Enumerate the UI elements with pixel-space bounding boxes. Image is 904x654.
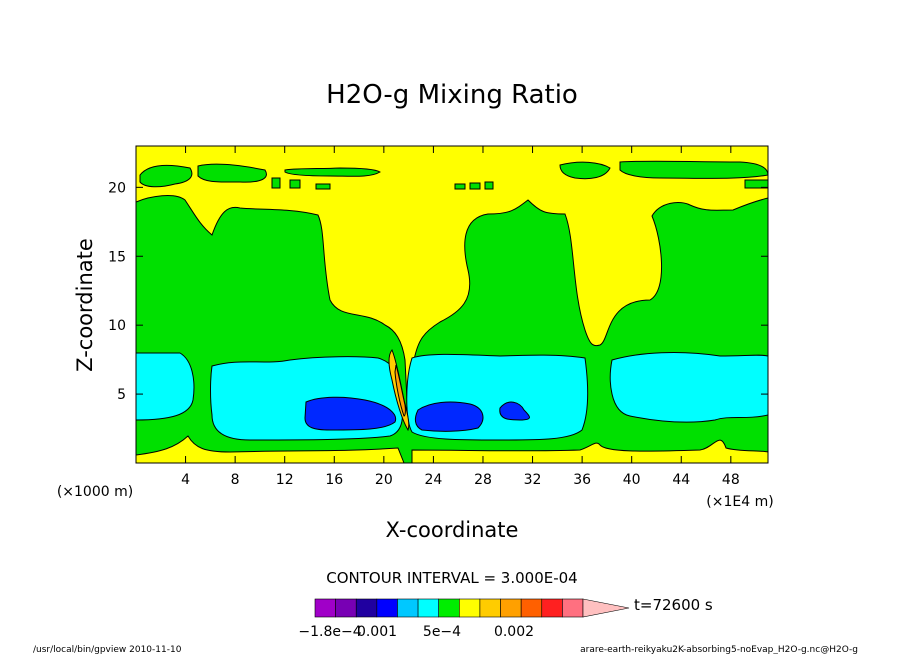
x-tick-label: 24 <box>424 472 442 488</box>
field-low-1 <box>136 352 195 421</box>
y-tick-label: 5 <box>117 387 126 403</box>
y-tick-label: 20 <box>108 180 126 196</box>
colorbar-label: 0.001 <box>357 624 397 640</box>
colorbar-label: 0.002 <box>494 624 534 640</box>
x-tick-label: 44 <box>672 472 690 488</box>
field-mid-surface <box>136 435 768 463</box>
colorbar-swatch <box>335 598 357 618</box>
x-axis-unit-left: (×1000 m) <box>57 484 133 500</box>
y-tick-label: 15 <box>108 249 126 265</box>
plot-area <box>135 145 769 464</box>
chart-title: H2O-g Mixing Ratio <box>326 80 578 110</box>
colorbar-swatch <box>541 598 563 618</box>
x-tick-label: 28 <box>474 472 492 488</box>
colorbar-swatch <box>520 598 543 618</box>
footer-right: arare-earth-reikyaku2K-absorbing5-noEvap… <box>580 645 858 654</box>
field-lowest-2 <box>414 401 484 432</box>
colorbar: −1.8e−40.001 5e−4 0.002 <box>298 598 630 640</box>
colorbar-swatch <box>562 598 584 618</box>
x-tick-label: 12 <box>276 472 294 488</box>
colorbar-label: −1.8e−4 <box>298 624 361 640</box>
field-lowest-1 <box>304 396 397 431</box>
colorbar-swatch <box>397 598 419 618</box>
x-axis-label: X-coordinate <box>386 518 519 542</box>
colorbar-swatch <box>459 598 481 618</box>
x-axis-unit-right: (×1E4 m) <box>706 494 773 510</box>
x-tick-label: 8 <box>231 472 240 488</box>
colorbar-swatch <box>314 598 336 618</box>
field-low-4 <box>609 352 768 423</box>
x-tick-label: 36 <box>573 472 591 488</box>
colorbar-swatch <box>500 598 522 618</box>
footer-left: /usr/local/bin/gpview 2010-11-10 <box>33 645 182 654</box>
x-tick-label: 20 <box>375 472 393 488</box>
x-tick-label: 32 <box>524 472 542 488</box>
colorbar-swatch <box>355 598 378 618</box>
y-tick-label: 10 <box>108 318 126 334</box>
colorbar-extension <box>582 598 630 618</box>
x-tick-label: 16 <box>325 472 343 488</box>
time-label: t=72600 s <box>634 596 713 614</box>
contour-interval-text: CONTOUR INTERVAL = 3.000E-04 <box>326 569 577 587</box>
x-tick-label: 40 <box>623 472 641 488</box>
plot-frame <box>135 145 769 464</box>
x-tick-label: 48 <box>722 472 740 488</box>
colorbar-swatch <box>438 598 460 618</box>
field-peak-2 <box>394 364 406 417</box>
colorbar-swatch <box>479 598 501 618</box>
y-axis-label: Z-coordinate <box>73 238 97 372</box>
field-lowest-3 <box>499 401 530 421</box>
colorbar-swatch <box>417 598 439 618</box>
colorbar-label: 5e−4 <box>423 624 461 640</box>
x-tick-label: 4 <box>181 472 190 488</box>
colorbar-swatch <box>376 598 398 618</box>
